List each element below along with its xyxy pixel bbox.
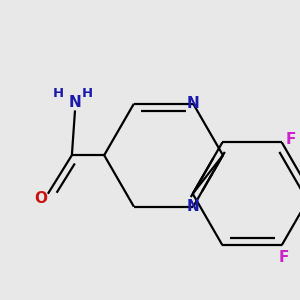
Text: H: H (82, 87, 93, 100)
Text: F: F (278, 250, 289, 265)
Text: N: N (69, 95, 81, 110)
Text: O: O (34, 191, 47, 206)
Text: H: H (52, 87, 63, 100)
Text: N: N (187, 199, 200, 214)
Text: F: F (286, 132, 296, 147)
Text: N: N (187, 96, 200, 111)
